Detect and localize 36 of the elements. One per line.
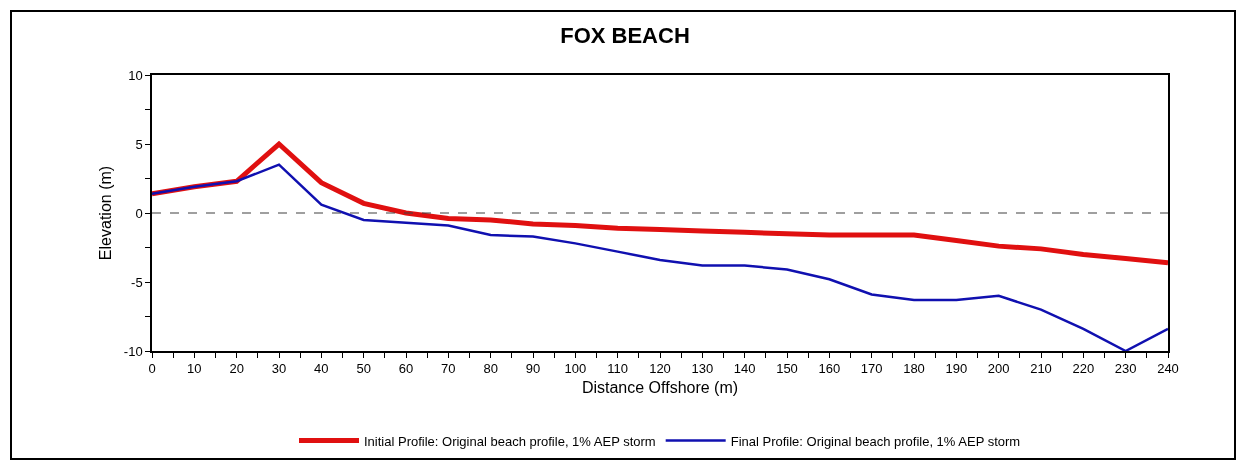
x-tick-label: 190 [945,361,968,377]
x-tick-label: 210 [1030,361,1052,377]
x-tick-label: 170 [860,361,883,377]
x-tick-label: 180 [903,361,925,377]
legend-label: Initial Profile: Original beach profile, 1% AEP storm [364,433,656,449]
line-series [152,163,1168,351]
x-tick-label: 130 [691,361,714,377]
x-tick-label: 20 [229,361,244,377]
x-tick-label: 30 [271,361,287,377]
y-tick-label: -10 [123,343,143,359]
x-tick-label: 10 [187,361,202,377]
x-tick-label: 80 [483,361,498,377]
x-tick-label: 60 [398,361,414,377]
x-tick-label: 120 [649,361,671,377]
y-tick-label: 10 [128,67,143,83]
x-tick-label: 160 [818,361,841,377]
x-tick-label: 150 [776,361,798,377]
x-tick-label: 50 [356,361,371,377]
x-tick-label: 100 [564,361,587,377]
x-tick-label: 230 [1114,361,1137,377]
x-tick-label: 0 [148,361,156,377]
y-tick-label: 0 [135,205,143,221]
x-tick-label: 110 [607,361,629,377]
y-tick-label: 5 [135,136,143,152]
x-tick-label: 90 [525,361,541,377]
x-tick-label: 240 [1157,361,1179,377]
chart-title: FOX BEACH [560,23,690,49]
legend-label: Final Profile: Original beach profile, 1% AEP storm [730,433,1021,449]
x-axis-title: Distance Offshore (m) [581,378,739,396]
y-axis-title: Elevation (m) [97,165,115,261]
x-tick-label: 140 [733,361,756,377]
x-tick-label: 200 [987,361,1010,377]
x-tick-label: 70 [441,361,456,377]
y-tick-label: -5 [131,274,143,290]
x-tick-label: 40 [314,361,329,377]
x-tick-label: 220 [1072,361,1095,377]
